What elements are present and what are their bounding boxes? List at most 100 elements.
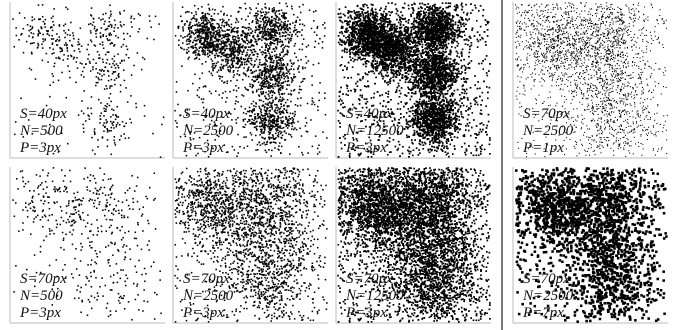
dot (249, 12, 251, 14)
dot (276, 83, 279, 86)
dot (253, 123, 255, 125)
dot (260, 108, 262, 111)
dot (275, 130, 278, 132)
dot (209, 41, 211, 43)
dot (269, 66, 271, 68)
dot (261, 84, 263, 87)
dot (105, 119, 107, 121)
dot (220, 42, 223, 44)
dot (198, 25, 200, 27)
dot (263, 75, 266, 77)
dot (130, 15, 133, 18)
dot (278, 88, 281, 91)
dot (274, 50, 276, 52)
dot (241, 45, 243, 48)
dot (279, 130, 281, 133)
dot (194, 37, 196, 39)
dot (221, 53, 224, 56)
dot (105, 108, 107, 110)
dot (176, 126, 178, 128)
dot (204, 33, 207, 36)
dot (148, 15, 151, 17)
dot (47, 30, 50, 32)
dot (289, 60, 292, 62)
dot (261, 117, 264, 120)
dot (275, 67, 277, 69)
dot (112, 114, 114, 116)
dot (188, 11, 190, 13)
dot (277, 133, 280, 136)
dot (235, 36, 237, 38)
dot (224, 41, 226, 43)
dot (215, 35, 217, 38)
dot (259, 31, 261, 33)
dot (240, 7, 242, 9)
dot (281, 100, 283, 102)
dot (275, 125, 277, 127)
dot (227, 66, 229, 69)
dot (100, 70, 103, 72)
dot (293, 122, 295, 124)
dot (95, 36, 98, 38)
dot (279, 70, 282, 73)
dot (137, 13, 140, 15)
dot (181, 47, 183, 50)
dot (245, 39, 248, 41)
dot (250, 41, 253, 43)
dot (255, 78, 258, 81)
dot (246, 63, 248, 66)
dot (57, 57, 60, 59)
dot (206, 41, 209, 43)
dot (271, 124, 274, 127)
dot (291, 117, 294, 119)
dot (285, 72, 288, 74)
dot (316, 153, 319, 155)
dot (235, 41, 238, 44)
dot (200, 35, 202, 38)
dot (200, 98, 203, 100)
dot (253, 126, 256, 129)
dot (229, 50, 232, 52)
panel-label: S=40px (20, 106, 67, 122)
dot (63, 44, 66, 46)
dot (262, 51, 264, 53)
dot (299, 11, 302, 14)
dot (213, 19, 216, 22)
dot (93, 44, 96, 46)
dot (279, 38, 282, 41)
dot (50, 38, 53, 40)
dot (61, 71, 63, 74)
dot (222, 92, 224, 94)
dot (292, 63, 294, 65)
dot (198, 34, 200, 36)
dot (113, 44, 116, 46)
dot (276, 43, 279, 46)
dot (229, 48, 231, 51)
dot (281, 93, 284, 96)
dot (260, 125, 262, 128)
dot (189, 39, 192, 42)
dot (282, 26, 284, 29)
dot (90, 112, 93, 115)
dot (270, 16, 273, 19)
dot (273, 92, 276, 94)
dot (262, 70, 265, 73)
dot (267, 121, 270, 123)
dot (37, 33, 39, 36)
dot (82, 127, 85, 130)
dot (109, 43, 112, 45)
dot (278, 25, 281, 28)
dot (283, 15, 285, 17)
dot (51, 73, 54, 75)
dot (95, 84, 97, 87)
dot (140, 68, 143, 71)
dot (272, 48, 275, 51)
dot (91, 24, 94, 26)
dot (270, 116, 273, 119)
dot (216, 29, 219, 32)
dot (67, 142, 69, 145)
dot (269, 101, 271, 104)
dot (31, 133, 34, 135)
dot (158, 23, 160, 25)
dot (212, 43, 214, 46)
